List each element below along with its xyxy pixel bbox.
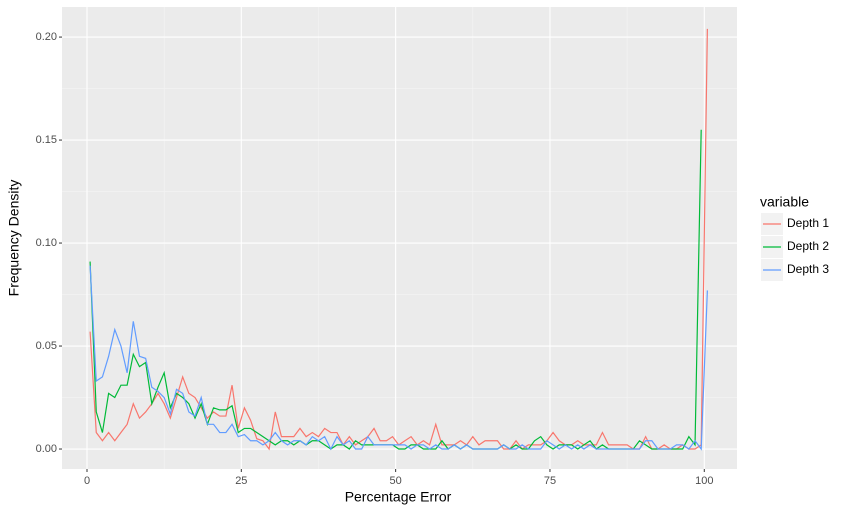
x-axis-title: Percentage Error (345, 489, 452, 505)
y-tick-label: 0.20 (36, 31, 57, 43)
panel (62, 7, 737, 469)
legend-label: Depth 2 (787, 239, 829, 253)
legend-label: Depth 1 (787, 216, 829, 230)
y-axis-title: Frequency Density (6, 180, 22, 297)
x-tick-label: 0 (84, 475, 90, 487)
x-tick-label: 100 (695, 475, 713, 487)
y-tick-label: 0.10 (36, 237, 57, 249)
y-tick-label: 0.05 (36, 340, 57, 352)
x-tick-label: 75 (544, 475, 556, 487)
x-tick-label: 25 (235, 475, 247, 487)
series-line (89, 265, 708, 451)
y-tick-label: 0.15 (36, 134, 57, 146)
y-tick-label: 0.00 (36, 443, 57, 455)
x-tick-label: 50 (390, 475, 402, 487)
legend-title: variable (760, 194, 809, 210)
legend-label: Depth 3 (787, 262, 829, 276)
series-line (89, 129, 702, 450)
